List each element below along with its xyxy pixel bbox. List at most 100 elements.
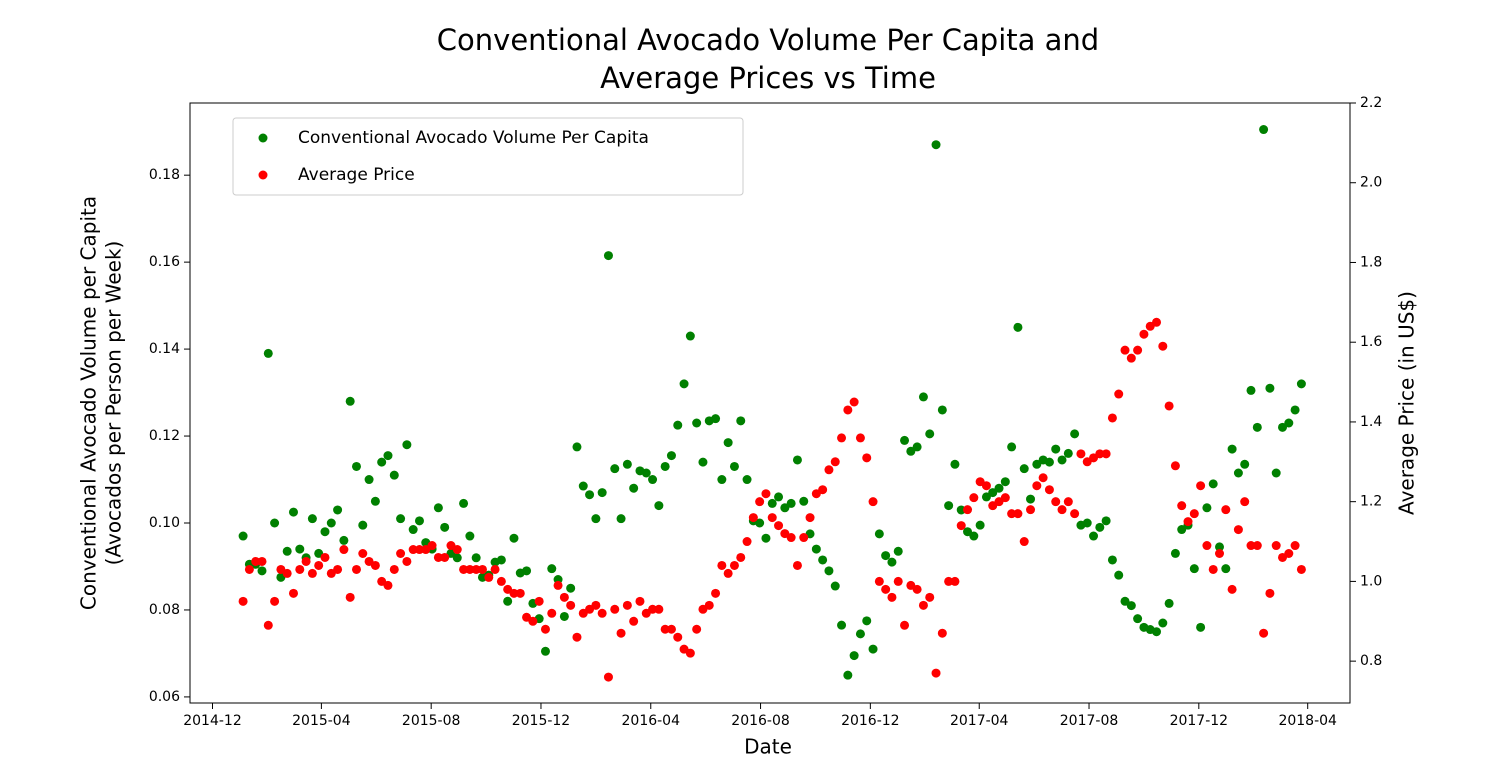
point	[522, 566, 532, 576]
y-tick-label: 0.14	[149, 341, 180, 357]
point	[1259, 125, 1269, 135]
point	[981, 481, 991, 491]
point	[925, 592, 935, 602]
point	[358, 520, 368, 530]
point	[830, 457, 840, 467]
point	[282, 568, 292, 578]
point	[925, 429, 935, 439]
point	[314, 560, 324, 570]
point	[1013, 322, 1023, 332]
point	[1252, 541, 1262, 551]
point	[1126, 353, 1136, 363]
y2-tick-label: 1.0	[1360, 573, 1382, 589]
x-tick-label: 2016-04	[622, 713, 681, 729]
point	[1290, 541, 1300, 551]
point	[811, 544, 821, 554]
point	[528, 616, 538, 626]
point	[427, 541, 437, 551]
point	[963, 527, 973, 537]
point	[396, 548, 406, 558]
point	[1107, 413, 1117, 423]
point	[345, 592, 355, 602]
point	[597, 488, 607, 498]
point	[1095, 449, 1105, 459]
point	[937, 628, 947, 638]
point	[1290, 405, 1300, 415]
point	[881, 584, 891, 594]
point	[1208, 564, 1218, 574]
chart-title: Average Prices vs Time	[600, 61, 936, 95]
x-tick-label: 2014-12	[183, 713, 242, 729]
point	[270, 518, 280, 528]
point	[333, 505, 343, 515]
point	[944, 576, 954, 586]
point	[459, 564, 469, 574]
point	[471, 553, 481, 563]
point	[874, 529, 884, 539]
point	[370, 496, 380, 506]
point	[648, 604, 658, 614]
point	[389, 470, 399, 480]
point	[257, 566, 267, 576]
point	[931, 668, 941, 678]
point	[396, 514, 406, 524]
point	[849, 651, 859, 661]
point	[1221, 564, 1231, 574]
point	[351, 564, 361, 574]
point	[1051, 497, 1061, 507]
point	[1265, 588, 1275, 598]
point	[459, 498, 469, 508]
point	[377, 457, 387, 467]
point	[1120, 596, 1130, 606]
point	[402, 556, 412, 566]
point	[1032, 459, 1042, 469]
point	[1107, 555, 1117, 565]
point	[698, 457, 708, 467]
point	[893, 576, 903, 586]
point	[855, 629, 865, 639]
point	[994, 483, 1004, 493]
point	[635, 596, 645, 606]
point	[673, 420, 683, 430]
x-tick-label: 2015-08	[402, 713, 461, 729]
point	[1013, 509, 1023, 519]
point	[648, 475, 658, 485]
point	[591, 514, 601, 524]
point	[282, 546, 292, 556]
point	[1208, 479, 1218, 489]
legend-marker	[258, 133, 268, 143]
point	[660, 461, 670, 471]
y-tick-label: 0.18	[149, 167, 180, 183]
point	[748, 513, 758, 523]
point	[566, 600, 576, 610]
point	[1215, 542, 1225, 552]
y-axis-label: (Avocados per Person per Week)	[102, 241, 126, 566]
point	[981, 492, 991, 502]
point	[893, 546, 903, 556]
point	[496, 576, 506, 586]
point	[1189, 564, 1199, 574]
point	[887, 557, 897, 567]
point	[320, 552, 330, 562]
point	[944, 501, 954, 511]
point	[818, 485, 828, 495]
point	[937, 405, 947, 415]
point	[950, 576, 960, 586]
point	[1057, 455, 1067, 465]
point	[1000, 477, 1010, 487]
point	[244, 564, 254, 574]
point	[540, 646, 550, 656]
point	[931, 140, 941, 150]
point	[408, 545, 418, 555]
point	[1259, 628, 1269, 638]
point	[263, 348, 273, 358]
x-tick-label: 2017-08	[1060, 713, 1119, 729]
point	[906, 446, 916, 456]
point	[465, 531, 475, 541]
point	[320, 527, 330, 537]
point	[414, 545, 424, 555]
point	[1114, 389, 1124, 399]
point	[818, 555, 828, 565]
point	[465, 564, 475, 574]
point	[1007, 509, 1017, 519]
